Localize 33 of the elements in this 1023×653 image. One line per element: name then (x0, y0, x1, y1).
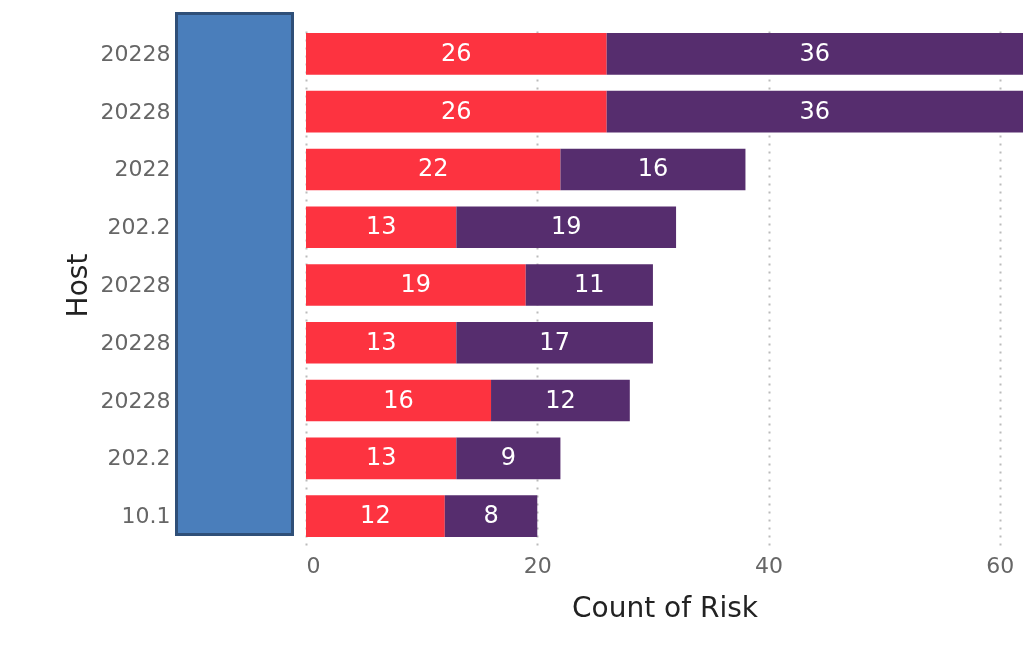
y-tick-label: 10.1 (121, 503, 171, 529)
y-tick-label: 202.2 (107, 214, 171, 240)
data-label: 36 (799, 38, 831, 67)
y-tick-label: 20228 (100, 272, 171, 297)
data-label: 22 (417, 154, 449, 183)
data-label: 17 (539, 327, 570, 356)
data-label: 8 (483, 501, 499, 530)
y-tick-label: 20228 (100, 387, 171, 413)
data-label: 19 (550, 212, 582, 241)
data-label: 11 (574, 270, 605, 298)
x-tick-label: 20 (523, 552, 552, 578)
x-axis-title: Count of Risk (572, 590, 759, 624)
y-tick-label: 20228 (100, 40, 171, 66)
data-label: 9 (500, 443, 517, 472)
data-label: 16 (383, 385, 414, 414)
data-label: 16 (637, 154, 669, 183)
x-tick-label: 60 (986, 552, 1015, 578)
y-tick-label: 202.2 (107, 445, 171, 471)
data-label: 19 (400, 270, 432, 298)
y-tick-label: 2022 (114, 156, 171, 182)
data-label: 36 (799, 96, 831, 125)
data-label: 13 (365, 327, 397, 356)
x-tick-label: 40 (755, 552, 784, 578)
data-label: 26 (441, 38, 472, 67)
x-tick-label: 0 (306, 552, 321, 578)
data-label: 12 (360, 501, 391, 530)
data-label: 13 (365, 212, 397, 241)
data-label: 12 (545, 385, 576, 414)
y-axis-title: Host (60, 253, 94, 318)
y-tick-label: 20228 (100, 98, 171, 124)
y-tick-label: 20228 (100, 329, 171, 355)
data-label: 13 (365, 443, 397, 472)
data-label: 26 (441, 96, 472, 125)
